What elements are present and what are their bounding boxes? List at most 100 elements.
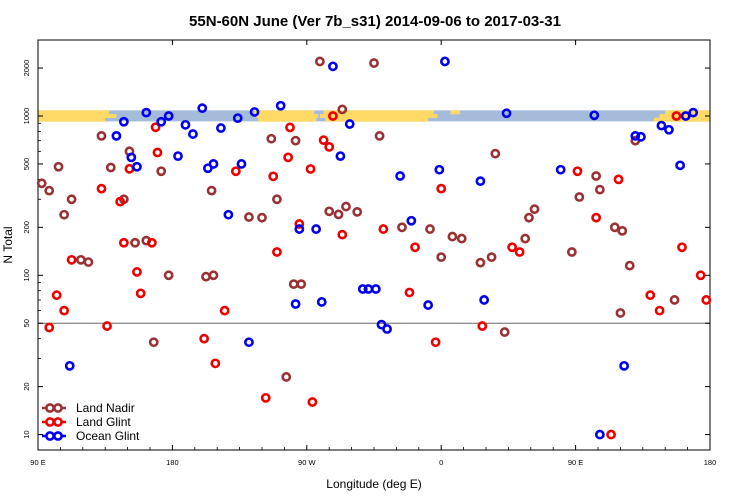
land-glint-point xyxy=(507,242,518,253)
legend-marker xyxy=(45,403,55,413)
land-segment xyxy=(38,117,106,122)
ocean-glint-point xyxy=(479,295,490,305)
land-nadir-point xyxy=(257,212,267,223)
land-glint-point xyxy=(318,135,329,146)
land-nadir-point xyxy=(244,212,254,222)
land-glint-point xyxy=(210,358,221,369)
ocean-glint-point xyxy=(180,119,191,130)
land-nadir-point xyxy=(290,135,301,146)
land-glint-point xyxy=(272,247,282,257)
ocean-glint-point xyxy=(118,116,129,127)
ocean-glint-point xyxy=(688,107,699,118)
land-nadir-point xyxy=(156,166,167,177)
x-tick-label-0: 0 xyxy=(439,458,443,467)
land-glint-point xyxy=(124,163,135,174)
land-segment xyxy=(659,114,710,119)
ocean-glint-point xyxy=(357,284,368,294)
land-nadir-point xyxy=(520,233,531,244)
land-glint-point xyxy=(66,254,77,265)
land-glint-point xyxy=(591,212,602,223)
ocean-glint-point xyxy=(132,161,142,172)
y-axis-label: N Total xyxy=(1,226,15,263)
land-glint-point xyxy=(701,295,712,305)
land-glint-point xyxy=(135,288,146,299)
ocean-glint-point xyxy=(244,337,254,348)
land-nadir-point xyxy=(594,184,605,195)
land-nadir-point xyxy=(369,58,379,68)
land-glint-point xyxy=(645,290,656,301)
ocean-glint-point xyxy=(656,120,667,131)
y-tick-label-20: 20 xyxy=(22,382,31,390)
land-glint-point xyxy=(324,141,335,152)
ocean-glint-point xyxy=(223,209,234,220)
land-glint-point xyxy=(230,166,241,177)
y-tick-label-50: 50 xyxy=(22,319,31,327)
land-glint-point xyxy=(59,305,70,316)
ocean-glint-point xyxy=(675,160,686,171)
chart-title: 55N-60N June (Ver 7b_s31) 2014-09-06 to … xyxy=(189,13,561,30)
y-tick-label-500: 500 xyxy=(22,158,31,171)
land-nadir-point xyxy=(36,178,47,189)
land-glint-point xyxy=(572,166,583,177)
land-glint-point xyxy=(102,321,112,331)
ocean-glint-point xyxy=(126,152,137,163)
land-segment xyxy=(258,117,317,122)
x-tick-label-90-e: 90 E xyxy=(568,458,583,467)
ocean-glint-point xyxy=(197,103,208,114)
land-glint-point xyxy=(219,305,230,316)
ocean-glint-point xyxy=(344,119,355,129)
ocean-glint-point xyxy=(141,107,152,118)
land-nadir-point xyxy=(76,254,86,265)
series-ocean-glint xyxy=(64,56,699,440)
land-nadir-point xyxy=(314,56,325,67)
y-tick-label-10: 10 xyxy=(22,430,31,438)
legend-entry-ocean-glint: Ocean Glint xyxy=(42,429,140,443)
y-tick-label-2000: 2000 xyxy=(22,60,31,77)
legend-label: Ocean Glint xyxy=(76,429,140,443)
legend-entry-land-nadir: Land Nadir xyxy=(42,401,135,415)
land-nadir-point xyxy=(208,270,219,281)
land-nadir-point xyxy=(163,270,174,281)
ocean-glint-point xyxy=(680,111,691,121)
x-axis-label: Longitude (deg E) xyxy=(326,477,421,491)
land-glint-point xyxy=(410,242,420,253)
x-tick-label-180: 180 xyxy=(704,458,717,467)
land-glint-point xyxy=(268,171,279,182)
land-glint-point xyxy=(430,337,441,348)
land-nadir-point xyxy=(524,212,534,223)
land-glint-point xyxy=(294,219,305,229)
land-nadir-point xyxy=(266,133,277,144)
legend-marker xyxy=(45,417,55,427)
ocean-glint-point xyxy=(619,360,630,371)
ocean-glint-point xyxy=(111,130,122,141)
land-glint-point xyxy=(260,392,271,403)
land-segment xyxy=(325,117,429,122)
legend-label: Land Glint xyxy=(76,415,131,429)
land-nadir-point xyxy=(574,192,585,202)
land-nadir-point xyxy=(397,222,407,233)
ocean-glint-point xyxy=(188,129,198,139)
ocean-glint-point xyxy=(630,130,641,141)
ocean-glint-point xyxy=(594,429,605,440)
land-glint-point xyxy=(283,152,294,163)
land-glint-point xyxy=(613,174,624,185)
land-glint-point xyxy=(44,322,55,333)
land-nadir-point xyxy=(566,247,577,257)
land-nadir-point xyxy=(201,271,211,282)
ocean-glint-point xyxy=(290,299,301,309)
land-nadir-point xyxy=(59,209,70,220)
land-glint-point xyxy=(285,122,295,133)
ocean-glint-point xyxy=(208,159,219,169)
land-glint-point xyxy=(677,242,687,253)
ocean-glint-point xyxy=(64,360,75,371)
land-glint-point xyxy=(404,287,415,298)
ocean-glint-point xyxy=(316,297,327,307)
land-glint-point xyxy=(199,333,210,344)
land-nadir-point xyxy=(447,231,458,242)
ocean-glint-point xyxy=(335,151,346,162)
ocean-glint-point xyxy=(555,164,566,175)
land-glint-point xyxy=(337,229,348,240)
series-land-glint xyxy=(44,111,712,440)
land-segment xyxy=(38,110,109,115)
land-nadir-point xyxy=(288,279,299,290)
